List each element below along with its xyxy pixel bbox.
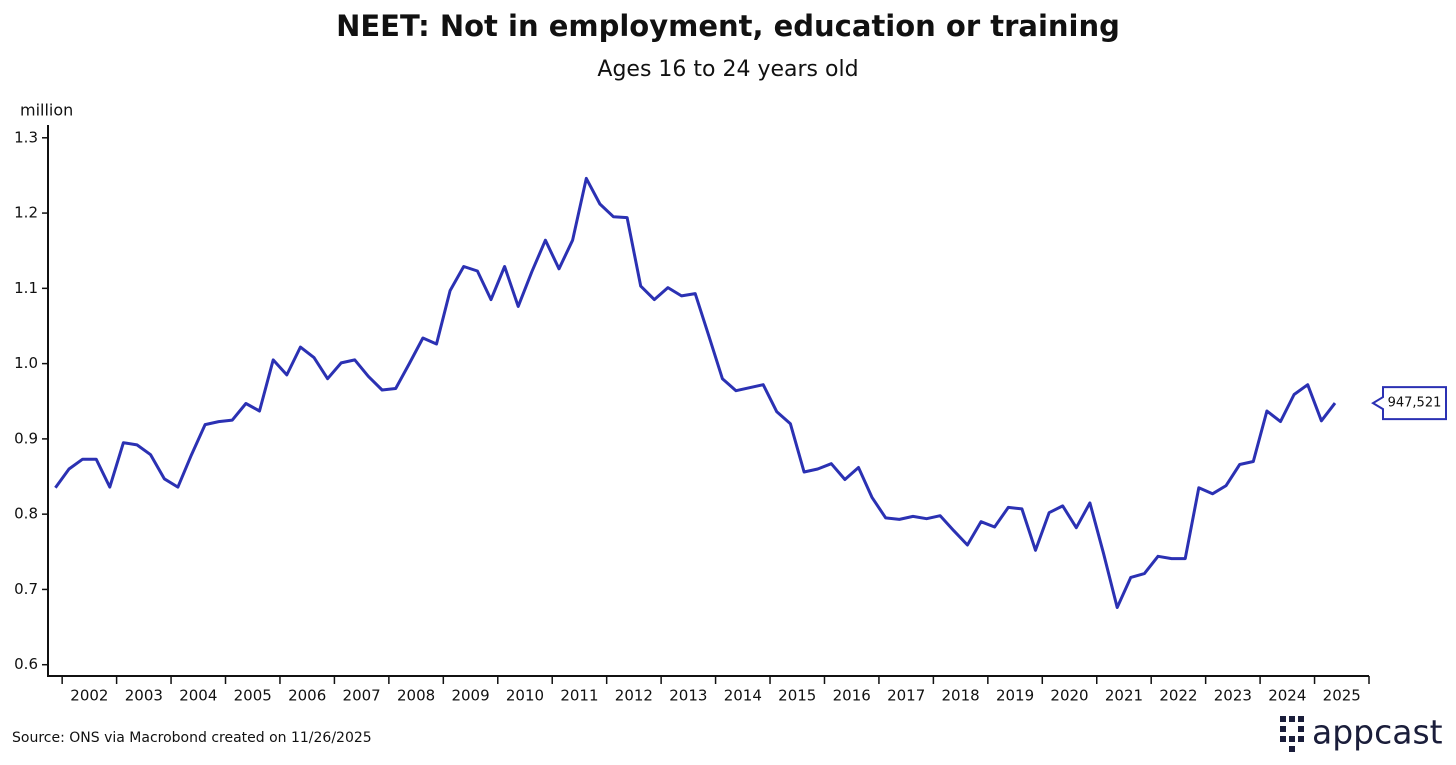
y-tick-label: 0.8: [14, 505, 38, 523]
brand: appcast: [1312, 713, 1443, 752]
x-tick-label: 2005: [234, 687, 272, 705]
x-tick-label: 2006: [288, 687, 326, 705]
x-tick-label: 2013: [669, 687, 707, 705]
value-label: 947,521: [1388, 396, 1442, 411]
source: Source: ONS via Macrobond created on 11/…: [12, 730, 372, 746]
x-tick-label: 2010: [506, 687, 544, 705]
y-unit: million: [20, 101, 73, 120]
x-tick-label: 2019: [996, 687, 1034, 705]
y-tick-label: 1.1: [14, 279, 38, 297]
x-tick-label: 2023: [1214, 687, 1252, 705]
y-tick-label: 0.9: [14, 429, 38, 447]
x-tick-label: 2008: [397, 687, 435, 705]
x-tick-label: 2003: [125, 687, 163, 705]
x-tick-label: 2021: [1105, 687, 1143, 705]
x-tick-label: 2024: [1268, 687, 1306, 705]
x-tick-label: 2011: [560, 687, 598, 705]
y-tick-label: 1.2: [14, 204, 38, 222]
label-box: [1371, 386, 1447, 421]
chart-title: NEET: Not in employment, education or tr…: [336, 9, 1120, 43]
x-tick-label: 2018: [942, 687, 980, 705]
x-tick-label: 2022: [1159, 687, 1197, 705]
chart-subtitle: Ages 16 to 24 years old: [597, 57, 858, 82]
x-tick-label: 2014: [724, 687, 762, 705]
x-tick-label: 2017: [887, 687, 925, 705]
x-tick-label: 2020: [1050, 687, 1088, 705]
x-tick-label: 2009: [451, 687, 489, 705]
logo-icon: [1280, 716, 1304, 752]
y-tick-label: 1.3: [14, 128, 38, 146]
x-tick-label: 2002: [70, 687, 108, 705]
y-tick-label: 0.6: [14, 655, 38, 673]
y-tick-label: 0.7: [14, 580, 38, 598]
line: [54, 176, 1337, 609]
x-tick-label: 2012: [615, 687, 653, 705]
x-tick-label: 2016: [833, 687, 871, 705]
y-tick-label: 1.0: [14, 354, 38, 372]
x-tick-label: 2015: [778, 687, 816, 705]
x-tick-label: 2004: [179, 687, 217, 705]
x-tick-label: 2007: [343, 687, 381, 705]
x-tick-label: 2025: [1323, 687, 1361, 705]
